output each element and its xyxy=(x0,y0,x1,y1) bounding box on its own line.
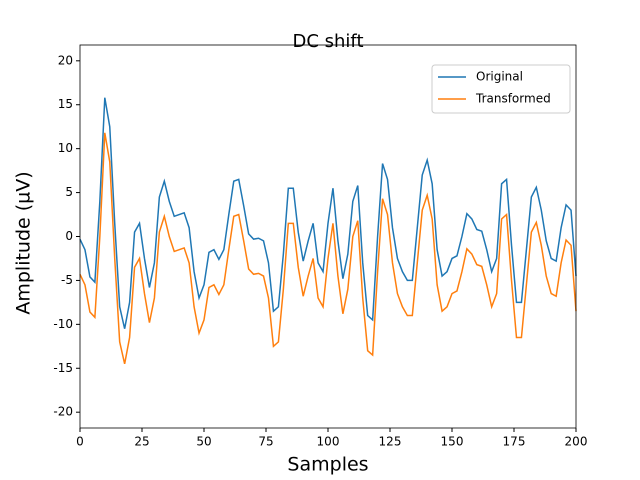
y-tick-label: 10 xyxy=(58,141,73,155)
x-tick-label: 0 xyxy=(76,435,84,449)
x-tick-label: 50 xyxy=(196,435,211,449)
y-tick-label: 20 xyxy=(58,53,73,67)
y-tick-label: 15 xyxy=(58,97,73,111)
y-tick-label: -10 xyxy=(53,317,73,331)
x-tick-label: 100 xyxy=(317,435,340,449)
y-tick-label: 5 xyxy=(65,185,73,199)
plot-frame xyxy=(79,44,577,429)
y-tick-label: -20 xyxy=(53,405,73,419)
legend-label: Original xyxy=(476,70,523,84)
y-axis-label: Amplitude (µV) xyxy=(13,171,35,314)
x-tick-label: 125 xyxy=(379,435,402,449)
x-tick-label: 150 xyxy=(441,435,464,449)
x-tick-label: 75 xyxy=(258,435,273,449)
x-tick-label: 175 xyxy=(503,435,526,449)
data-line xyxy=(79,132,577,365)
y-tick-label: -15 xyxy=(53,361,73,375)
data-line xyxy=(79,97,577,329)
x-tick-label: 200 xyxy=(565,435,588,449)
y-tick-label: 0 xyxy=(65,229,73,243)
legend-label: Transformed xyxy=(475,92,551,106)
y-tick-label: -5 xyxy=(61,273,73,287)
legend-box xyxy=(431,64,571,114)
x-axis-label: Samples xyxy=(287,454,368,476)
x-tick-label: 25 xyxy=(134,435,149,449)
chart-title: DC shift xyxy=(292,31,363,52)
